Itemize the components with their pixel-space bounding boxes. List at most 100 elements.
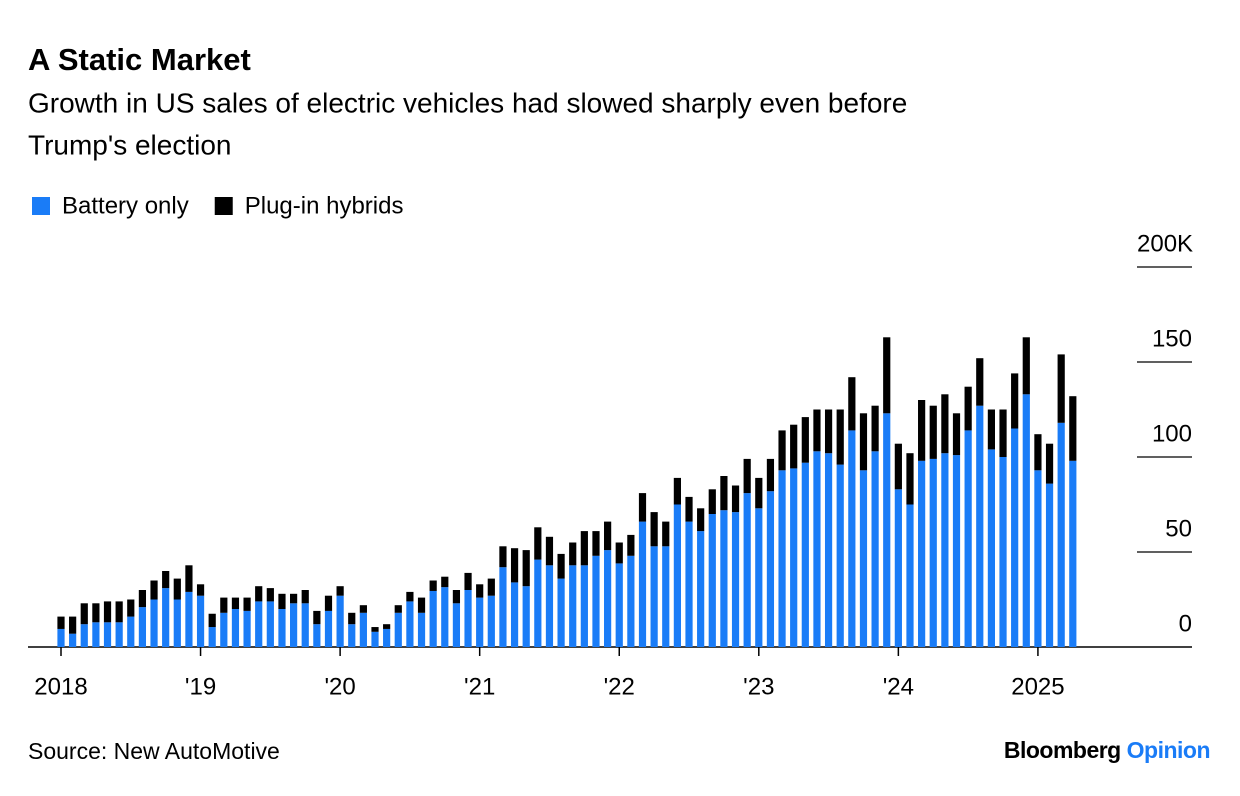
bar-segment <box>464 572 472 590</box>
x-tick-label: '24 <box>883 673 914 700</box>
bar-segment <box>138 590 147 608</box>
bar-segment <box>127 599 135 617</box>
bar-segment <box>452 603 461 647</box>
bar-segment <box>906 504 914 647</box>
bar-segment <box>371 627 379 632</box>
bar-segment <box>290 603 298 647</box>
bar-segment <box>173 578 181 600</box>
bar-segment <box>766 491 775 647</box>
bar-segment <box>196 595 205 647</box>
bar-segment <box>429 580 437 591</box>
bar-segment <box>836 464 844 647</box>
bar-segment <box>615 563 623 647</box>
bar-segment <box>627 534 635 556</box>
bar-segment <box>185 565 193 592</box>
bar-segment <box>1022 337 1030 395</box>
bar-segment <box>57 628 65 647</box>
bar-segment <box>580 565 588 647</box>
chart-subtitle: Growth in US sales of electric vehicles … <box>28 87 907 118</box>
bar-segment <box>231 597 240 609</box>
bar-segment <box>1069 460 1077 647</box>
bar-segment <box>964 430 972 647</box>
bar-segment <box>80 624 88 647</box>
bar-segment <box>499 567 507 647</box>
bar-segment <box>662 546 670 647</box>
bar-segment <box>813 451 821 647</box>
bar-segment <box>69 616 77 634</box>
bar-segment <box>999 409 1007 457</box>
bar-segment <box>650 512 658 547</box>
bar-segment <box>859 470 868 647</box>
bar-segment <box>103 601 112 623</box>
bar-segment <box>208 613 216 628</box>
bar-segment <box>173 599 181 647</box>
bar-segment <box>57 616 65 629</box>
bar-segment <box>429 590 437 647</box>
bar-segment <box>359 605 367 613</box>
bar-segment <box>592 531 600 556</box>
bar-segment <box>871 405 879 452</box>
bar-segment <box>790 424 798 469</box>
bar-segment <box>1022 394 1030 647</box>
bar-segment <box>522 586 530 647</box>
bar-segment <box>592 555 600 647</box>
bar-segment <box>290 593 298 604</box>
bar-segment <box>324 595 333 611</box>
bar-segment <box>220 597 228 613</box>
bar-segment <box>255 586 263 602</box>
bar-segment <box>801 417 809 463</box>
y-tick-label: 100 <box>1152 420 1192 447</box>
bar-segment <box>417 597 426 613</box>
bar-segment <box>150 580 158 600</box>
x-tick-label: '22 <box>604 673 635 700</box>
bar-segment <box>1057 422 1065 647</box>
bar-segment <box>394 605 402 613</box>
bar-segment <box>883 413 891 647</box>
bar-segment <box>743 458 751 494</box>
bar-segment <box>615 542 623 564</box>
bar-segment <box>987 409 995 450</box>
bar-segment <box>790 468 798 647</box>
bar-segment <box>534 527 542 560</box>
bar-segment <box>336 595 344 647</box>
bar-segment <box>673 504 681 647</box>
bar-segment <box>685 496 693 522</box>
x-tick-label: '21 <box>464 673 495 700</box>
bar-segment <box>824 409 833 454</box>
bar-segment <box>720 510 728 647</box>
bar-segment <box>80 603 88 625</box>
bar-segment <box>755 477 763 509</box>
logo-product: Opinion <box>1127 737 1210 763</box>
bar-segment <box>836 409 844 465</box>
bar-segment <box>883 337 891 414</box>
bar-segment <box>499 546 507 568</box>
bar-segment <box>359 612 367 647</box>
logo: Bloomberg Opinion <box>1004 737 1210 763</box>
bar-segment <box>278 609 286 647</box>
bar-segment <box>976 405 984 647</box>
bar-segment <box>987 449 995 647</box>
bar-segment <box>1069 396 1077 461</box>
source: Source: New AutoMotive <box>28 738 280 764</box>
bar-segment <box>162 588 170 647</box>
chart-title: A Static Market <box>28 42 251 77</box>
bar-segment <box>313 610 321 625</box>
bar-segment <box>918 460 926 647</box>
bar-segment <box>243 597 251 611</box>
bar-segment <box>301 603 309 647</box>
bar-segment <box>324 610 333 647</box>
bar-segment <box>1034 434 1042 471</box>
bar-segment <box>906 453 914 505</box>
bar-segment <box>627 555 635 647</box>
bar-segment <box>662 521 670 547</box>
bar-segment <box>313 624 321 647</box>
bar-segment <box>697 508 705 532</box>
bar-segment <box>185 591 193 647</box>
bar-segment <box>1045 483 1054 647</box>
bar-segment <box>115 622 123 647</box>
bar-segment <box>452 590 461 604</box>
bar-segment <box>348 612 356 625</box>
bar-segment <box>208 627 216 647</box>
x-tick-label: 2018 <box>34 673 87 700</box>
bar-segment <box>813 409 821 452</box>
